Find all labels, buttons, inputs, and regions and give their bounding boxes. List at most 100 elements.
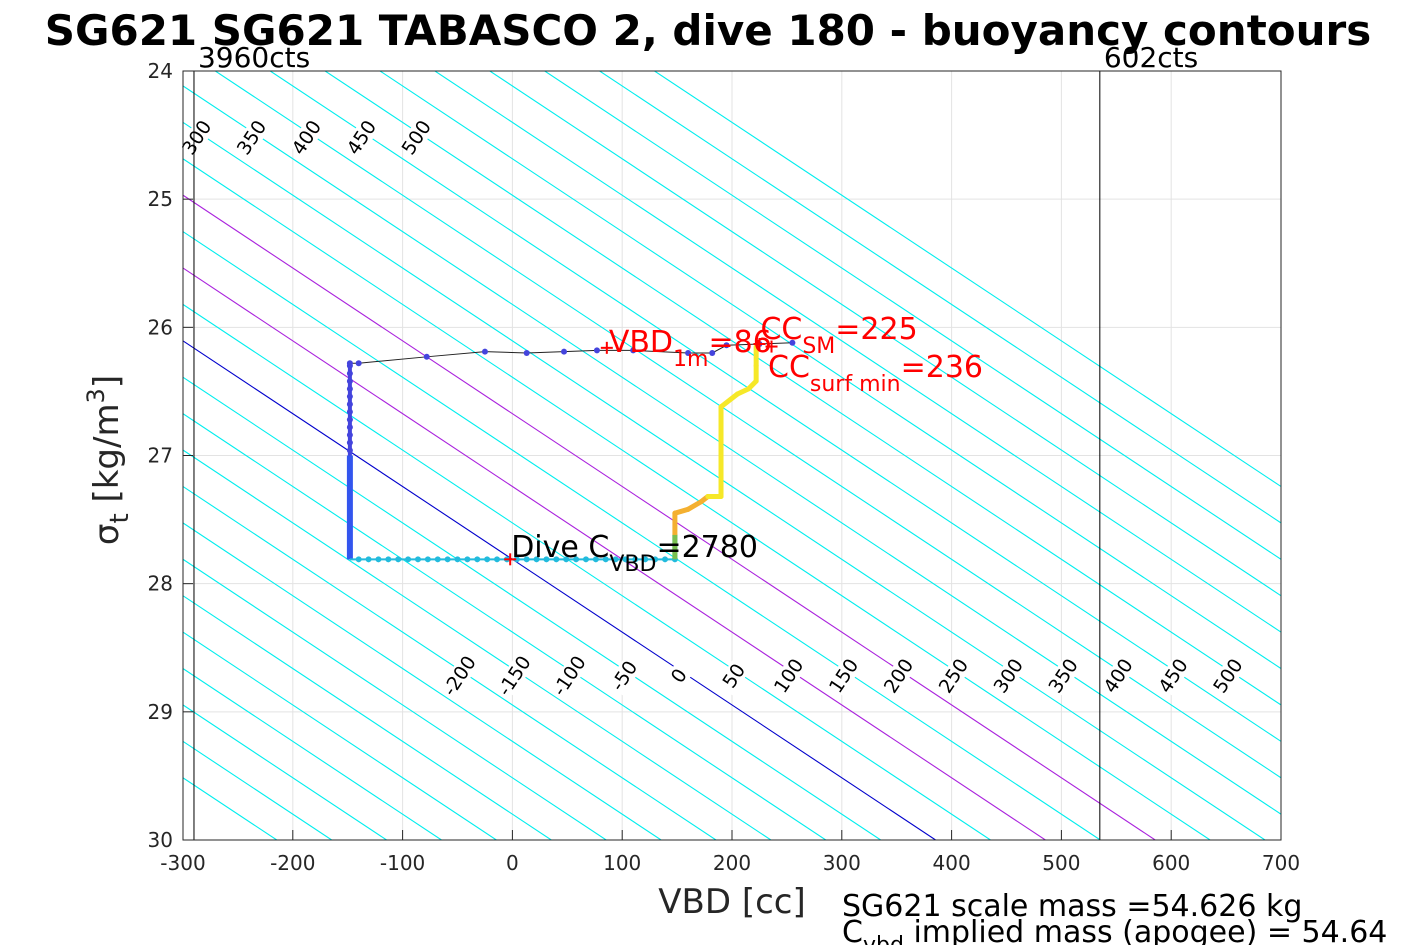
contour-label-bg (1045, 647, 1087, 696)
contour-line (654, 71, 1281, 488)
contour-line (183, 303, 991, 840)
descent-point (423, 353, 430, 360)
contour-line (183, 230, 1101, 840)
contour-line (183, 340, 936, 840)
vbd-1m-label-main: VBD (609, 325, 673, 360)
descent-point (346, 408, 353, 415)
descent-point (346, 424, 353, 431)
vbd-1m-label-value: =86 (708, 325, 771, 360)
apogee-point (444, 556, 451, 563)
y-axis-label: σt [kg/m3] (82, 375, 135, 545)
apogee-point (434, 556, 441, 563)
contour-line (183, 667, 442, 840)
descent-point (523, 349, 530, 356)
cc-sm-label-value: =225 (835, 312, 917, 347)
contour-label-bg (288, 109, 330, 158)
cc-surf-min-label-value: =236 (901, 350, 983, 385)
y-label-sup: 3 (82, 388, 110, 403)
apogee-point (395, 556, 402, 563)
descent-point (346, 362, 353, 369)
vbd-1m-label-sub: 1m (673, 347, 708, 372)
contour-line (183, 522, 662, 840)
axis-ticks: -300 -200 -100 0 100 200 300 400 500 600 700 24 25 26… (148, 59, 1301, 875)
vbd-1m-label: VBD1m=86 (609, 325, 772, 372)
footer-c: C (842, 915, 863, 945)
contour-line (183, 558, 607, 840)
contour-label-bg (880, 647, 922, 696)
apogee-point (553, 556, 560, 563)
footer-vbd-sub: vbd (863, 933, 904, 945)
contour-label-bg (1155, 647, 1197, 696)
contour-label-bg (551, 647, 593, 696)
descent-point (346, 393, 353, 400)
apogee-point (592, 556, 599, 563)
cc-sm-label-main: CC (760, 312, 802, 347)
y-tick-label: 29 (148, 700, 173, 724)
apogee-point (652, 556, 659, 563)
cc-sm-label: CCSM=225 (760, 312, 917, 359)
contour-label-bg (606, 647, 648, 696)
contour-label-bg (234, 109, 276, 158)
y-tick-label: 28 (148, 572, 173, 596)
count-line-label: 602cts (1104, 41, 1198, 74)
contour-label-bg (661, 647, 703, 696)
contour-label-bg (990, 647, 1032, 696)
contour-label-bg (441, 647, 483, 696)
contour-line (183, 595, 552, 840)
apogee-point (602, 556, 609, 563)
y-tick-label: 27 (148, 444, 173, 468)
descent-point (789, 339, 796, 346)
footer-scale-mass: SG621 scale mass =54.626 kg (842, 889, 1302, 924)
contour-line (183, 158, 1211, 840)
cc-surf-min-label-sub: surf min (810, 372, 901, 397)
cc-surf-min-label: CCsurf min=236 (768, 350, 983, 397)
x-tick-label: -100 (380, 851, 425, 875)
apogee-point (385, 556, 392, 563)
footer-implied-text: implied mass (apogee) = 54.64 (904, 915, 1388, 945)
cc-surf-min-label-main: CC (768, 350, 810, 385)
apogee-point (355, 556, 362, 563)
descent-point (723, 342, 730, 349)
x-tick-label: 500 (1042, 851, 1080, 875)
contour-label-bg (343, 109, 385, 158)
apogee-point (494, 556, 501, 563)
contour-line (544, 71, 1281, 560)
apogee-point (405, 556, 412, 563)
contour-line (215, 71, 1281, 779)
descent-point (346, 439, 353, 446)
x-tick-label: 300 (823, 851, 861, 875)
contour-line (183, 413, 827, 840)
apogee-point (642, 556, 649, 563)
y-label-close: ] (87, 375, 127, 388)
contour-line (269, 71, 1281, 743)
descent-point (593, 347, 600, 354)
y-label-sigma: σ (87, 524, 127, 546)
descent-point (561, 348, 568, 355)
contour-line (183, 704, 387, 840)
descent-point (346, 431, 353, 438)
apogee-point (563, 556, 570, 563)
descent-point (630, 347, 637, 354)
ascent-segment (718, 391, 740, 410)
count-lines: 3960cts 602cts (193, 41, 1198, 840)
apogee-point (464, 556, 471, 563)
apogee-point (662, 556, 669, 563)
contour-line (434, 71, 1281, 633)
x-tick-label: 100 (603, 851, 641, 875)
y-tick-label: 30 (148, 828, 173, 852)
y-label-unit: [kg/m (87, 403, 127, 513)
apogee-point (533, 556, 540, 563)
apogee-point (484, 556, 491, 563)
descent-point (709, 349, 716, 356)
descent-point (346, 401, 353, 408)
contour-label-bg (496, 647, 538, 696)
descent-point (346, 416, 353, 423)
apogee-point (454, 556, 461, 563)
descent-point (346, 385, 353, 392)
footer-implied-mass: Cvbd implied mass (apogee) = 54.64 (842, 915, 1387, 945)
contour-label-bg (398, 109, 440, 158)
contour-line (183, 267, 1046, 840)
descent-point (481, 348, 488, 355)
